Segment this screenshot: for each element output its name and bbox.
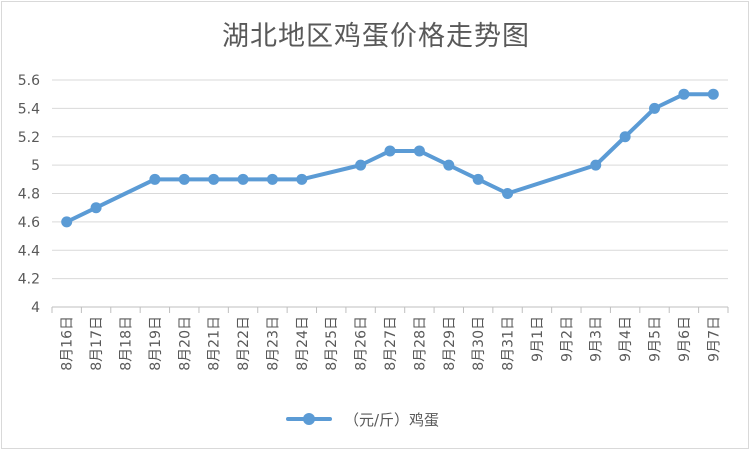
data-point xyxy=(266,173,278,185)
y-tick-label: 5 xyxy=(31,158,40,174)
x-tick-label: 9月1日 xyxy=(530,316,546,362)
x-tick-label: 8月30日 xyxy=(471,316,487,371)
x-tick-label: 8月25日 xyxy=(324,316,340,371)
x-tick-label: 8月21日 xyxy=(207,316,223,371)
data-point xyxy=(413,145,425,157)
data-point xyxy=(678,88,690,100)
data-point xyxy=(237,173,249,185)
y-tick-label: 4.8 xyxy=(18,187,40,203)
x-tick-label: 8月26日 xyxy=(354,316,370,371)
x-tick-label: 8月17日 xyxy=(89,316,105,371)
y-tick-label: 5.4 xyxy=(18,101,40,117)
x-tick-label: 8月28日 xyxy=(412,316,428,371)
y-tick-label: 5.6 xyxy=(18,73,40,89)
x-tick-label: 8月16日 xyxy=(60,316,76,371)
x-tick-label: 8月27日 xyxy=(383,316,399,371)
data-point xyxy=(90,202,102,214)
data-point xyxy=(443,159,455,171)
data-point xyxy=(178,173,190,185)
legend: （元/斤）鸡蛋 xyxy=(286,406,439,432)
data-point xyxy=(208,173,220,185)
x-tick-label: 8月24日 xyxy=(295,316,311,371)
legend-dot-marker xyxy=(303,413,315,425)
x-tick-label: 8月22日 xyxy=(236,316,252,371)
series-layer xyxy=(61,88,719,228)
y-tick-label: 4.6 xyxy=(18,215,40,231)
x-tick-label: 9月7日 xyxy=(706,316,722,362)
data-point xyxy=(502,188,514,199)
x-tick-label: 8月20日 xyxy=(177,316,193,371)
y-tick-label: 4 xyxy=(31,300,40,316)
x-tick-label: 9月3日 xyxy=(589,316,605,362)
y-axis-labels: 4 4.2 4.4 4.6 4.8 5 5.2 5.4 5.6 xyxy=(18,73,40,316)
x-tick-label: 9月2日 xyxy=(559,316,575,362)
data-point xyxy=(149,173,161,185)
data-point xyxy=(384,145,396,157)
x-axis-labels: 8月16日 8月17日 8月18日 8月19日 8月20日 8月21日 8月22日 8月23日… xyxy=(51,307,729,371)
legend-line-marker xyxy=(286,413,332,425)
data-point xyxy=(619,131,631,143)
series-line xyxy=(64,92,716,224)
x-tick-label: 9月6日 xyxy=(677,316,693,362)
y-tick-label: 5.2 xyxy=(18,130,40,146)
y-tick-label: 4.2 xyxy=(18,272,40,288)
y-tick-label: 4.4 xyxy=(18,243,40,259)
chart-title: 湖北地区鸡蛋价格走势图 xyxy=(222,21,530,52)
data-point xyxy=(355,159,367,171)
x-tick-label: 9月4日 xyxy=(618,316,634,362)
x-tick-label: 8月31日 xyxy=(501,316,517,371)
x-tick-label: 8月19日 xyxy=(148,316,164,371)
gridlines xyxy=(52,79,728,308)
data-point xyxy=(296,173,308,185)
x-tick-label: 8月18日 xyxy=(118,316,134,371)
x-tick-label: 8月23日 xyxy=(265,316,281,371)
data-point xyxy=(590,159,602,171)
data-point xyxy=(707,88,719,100)
data-point xyxy=(649,102,661,114)
x-tick-label: 9月5日 xyxy=(648,316,664,362)
data-point xyxy=(472,173,484,185)
data-point xyxy=(61,216,73,228)
legend-label: （元/斤）鸡蛋 xyxy=(344,410,440,429)
x-tick-label: 8月29日 xyxy=(442,316,458,371)
